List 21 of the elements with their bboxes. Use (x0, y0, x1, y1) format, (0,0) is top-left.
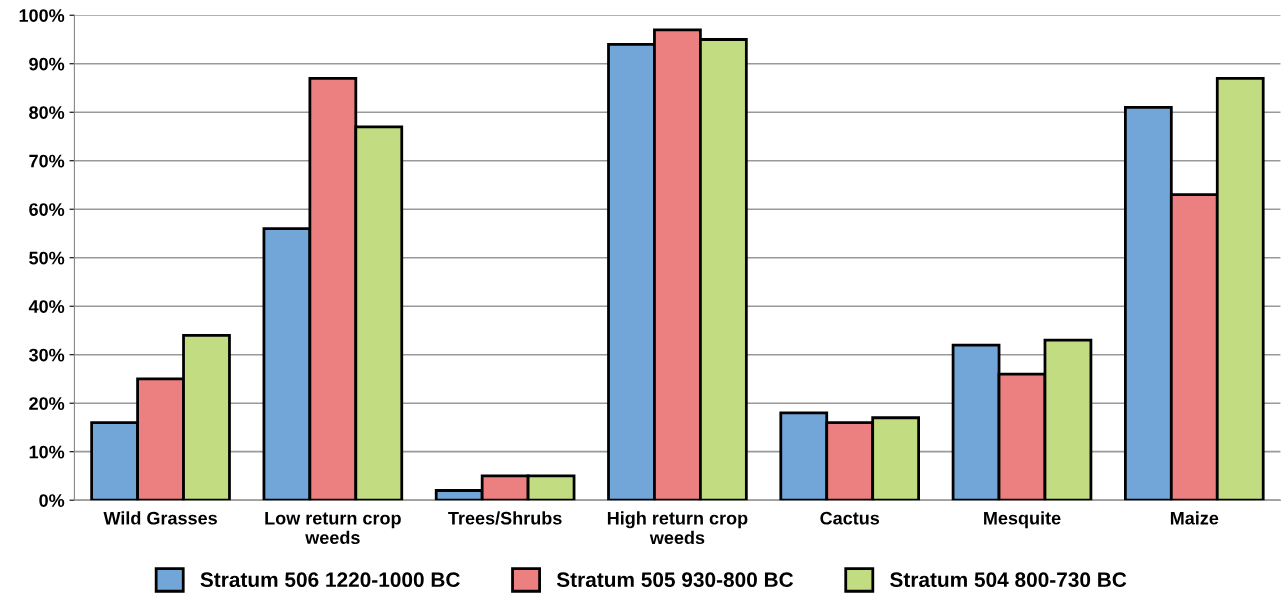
y-tick-label: 80% (29, 106, 65, 119)
y-tick-label: 40% (28, 300, 65, 313)
y-tick-label: 0% (39, 494, 65, 507)
legend-label: Stratum 506 1220-1000 BC (200, 572, 460, 588)
y-tick-label: 100% (19, 9, 65, 22)
legend-label: Stratum 504 800-730 BC (890, 572, 1127, 588)
x-tick-label: Mesquite (984, 511, 1061, 529)
y-tick-label: 30% (28, 348, 65, 362)
legend-label: Stratum 505 930-800 BC (556, 572, 794, 588)
x-tick-label: Cactus (820, 511, 880, 525)
y-tick-label: 60% (29, 203, 65, 216)
y-tick-label: 70% (29, 154, 65, 168)
y-tick-label: 90% (29, 57, 65, 71)
x-tick-label: Low return crop weeds (265, 511, 401, 545)
y-tick-label: 10% (29, 445, 65, 459)
y-tick-label: 20% (29, 397, 65, 410)
y-tick-label: 50% (29, 251, 65, 265)
x-tick-label: Trees/Shrubs (448, 511, 562, 525)
x-tick-label: Maize (1170, 511, 1219, 525)
x-tick-label: High return crop weeds (607, 511, 748, 545)
x-tick-label: Wild Grasses (103, 511, 217, 525)
